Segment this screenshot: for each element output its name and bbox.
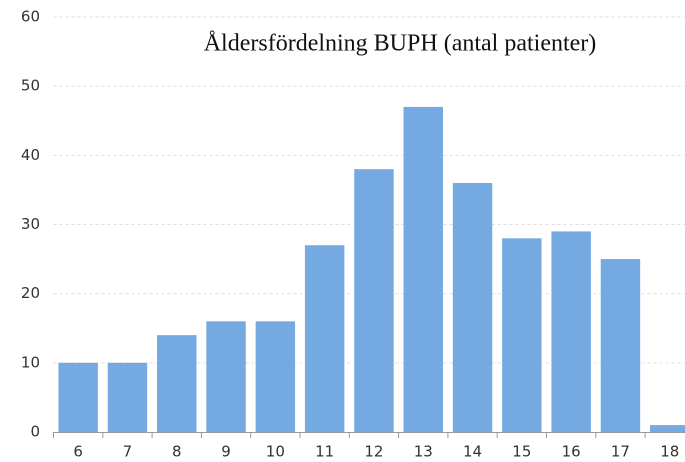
y-tick-label: 40 <box>21 146 40 164</box>
bar <box>206 321 246 432</box>
x-tick-label: 16 <box>562 443 581 461</box>
bar <box>58 362 98 432</box>
bar <box>354 169 394 432</box>
y-tick-label: 0 <box>30 423 40 441</box>
bar <box>107 362 148 432</box>
bar <box>600 259 641 432</box>
x-tick-label: 12 <box>364 443 383 461</box>
x-tick-label: 13 <box>414 443 433 461</box>
plot: 0 10 20 30 40 50 60 6 7 8 9 10 11 12 13 14 15 16 17 18 <box>21 8 685 461</box>
x-tick-label: 10 <box>266 443 285 461</box>
x-tick-label: 6 <box>73 443 83 461</box>
y-tick-label: 30 <box>21 215 40 233</box>
x-tick-label: 9 <box>221 443 231 461</box>
bar <box>650 425 685 432</box>
x-tick-label: 17 <box>611 443 630 461</box>
x-tick-label: 8 <box>172 443 182 461</box>
x-tick-label: 14 <box>463 443 482 461</box>
x-tick-label: 15 <box>512 443 531 461</box>
bar <box>502 238 542 432</box>
bar <box>304 245 345 432</box>
bar <box>157 335 197 432</box>
y-tick-label: 60 <box>21 8 40 26</box>
chart-title: Åldersfördelning BUPH (antal patienter) <box>204 31 597 57</box>
y-tick-label: 20 <box>21 284 40 302</box>
x-tick-label: 7 <box>123 443 133 461</box>
y-tick-label: 50 <box>21 77 40 95</box>
bar <box>551 231 591 432</box>
x-tick-label: 18 <box>660 443 679 461</box>
bar <box>255 321 296 432</box>
y-tick-label: 10 <box>21 353 40 371</box>
x-tick-label: 11 <box>315 443 334 461</box>
bar <box>452 183 493 432</box>
bar <box>403 106 443 433</box>
